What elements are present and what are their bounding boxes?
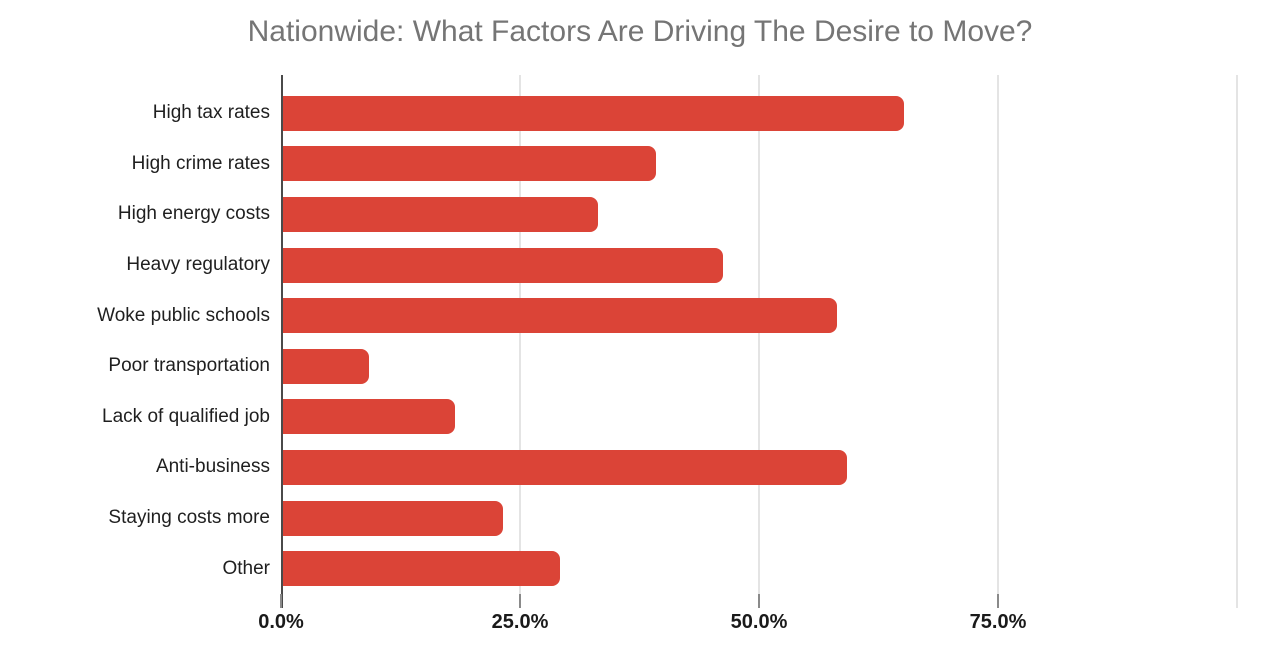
bar bbox=[283, 146, 656, 182]
chart-title: Nationwide: What Factors Are Driving The… bbox=[247, 15, 1033, 48]
bar bbox=[283, 551, 561, 587]
gridline bbox=[519, 75, 521, 608]
category-label: Lack of qualified job bbox=[102, 405, 270, 427]
category-label: High tax rates bbox=[152, 102, 270, 124]
category-label: Anti-business bbox=[155, 456, 270, 478]
category-label: High energy costs bbox=[117, 203, 270, 225]
bar-row: High crime rates bbox=[132, 139, 1239, 190]
y-axis-line bbox=[281, 75, 283, 608]
bar bbox=[283, 399, 456, 435]
bar-row: Heavy regulatory bbox=[126, 240, 1239, 291]
x-axis-tick-label: 25.0% bbox=[491, 611, 549, 633]
category-label: Staying costs more bbox=[108, 507, 270, 529]
x-axis-tick bbox=[280, 594, 282, 608]
category-label: High crime rates bbox=[131, 152, 270, 174]
bar bbox=[283, 500, 503, 536]
bar-row: Anti-business bbox=[156, 442, 1239, 493]
bar-row: Woke public schools bbox=[97, 290, 1239, 341]
gridline bbox=[997, 75, 999, 608]
x-axis-tick-label: 50.0% bbox=[730, 611, 788, 633]
category-label: Poor transportation bbox=[108, 355, 270, 377]
bar bbox=[283, 449, 848, 485]
bar-rows: High tax rates High crime rates High energ… bbox=[97, 88, 1239, 594]
bar bbox=[283, 196, 599, 232]
bar bbox=[283, 247, 723, 283]
x-axis-tick bbox=[997, 594, 999, 608]
gridline bbox=[1236, 75, 1238, 608]
x-axis-tick-label: 75.0% bbox=[969, 611, 1027, 633]
x-axis-tick bbox=[758, 594, 760, 608]
x-axis-tick-label: 0.0% bbox=[258, 611, 304, 633]
bar-row: High tax rates bbox=[153, 88, 1239, 139]
gridline bbox=[758, 75, 760, 608]
bar bbox=[283, 95, 905, 131]
bar-row: High energy costs bbox=[118, 189, 1239, 240]
bar bbox=[283, 298, 838, 334]
bar bbox=[283, 348, 370, 384]
bar-row: Other bbox=[222, 543, 1239, 594]
category-label: Heavy regulatory bbox=[126, 254, 270, 276]
plot-area: High tax rates High crime rates High energ… bbox=[97, 75, 1239, 633]
bar-row: Poor transportation bbox=[108, 341, 1239, 392]
category-label: Other bbox=[222, 557, 270, 579]
bar-row: Staying costs more bbox=[108, 493, 1239, 544]
category-label: Woke public schools bbox=[97, 304, 270, 326]
bar-row: Lack of qualified job bbox=[102, 392, 1239, 443]
x-axis-tick bbox=[519, 594, 521, 608]
